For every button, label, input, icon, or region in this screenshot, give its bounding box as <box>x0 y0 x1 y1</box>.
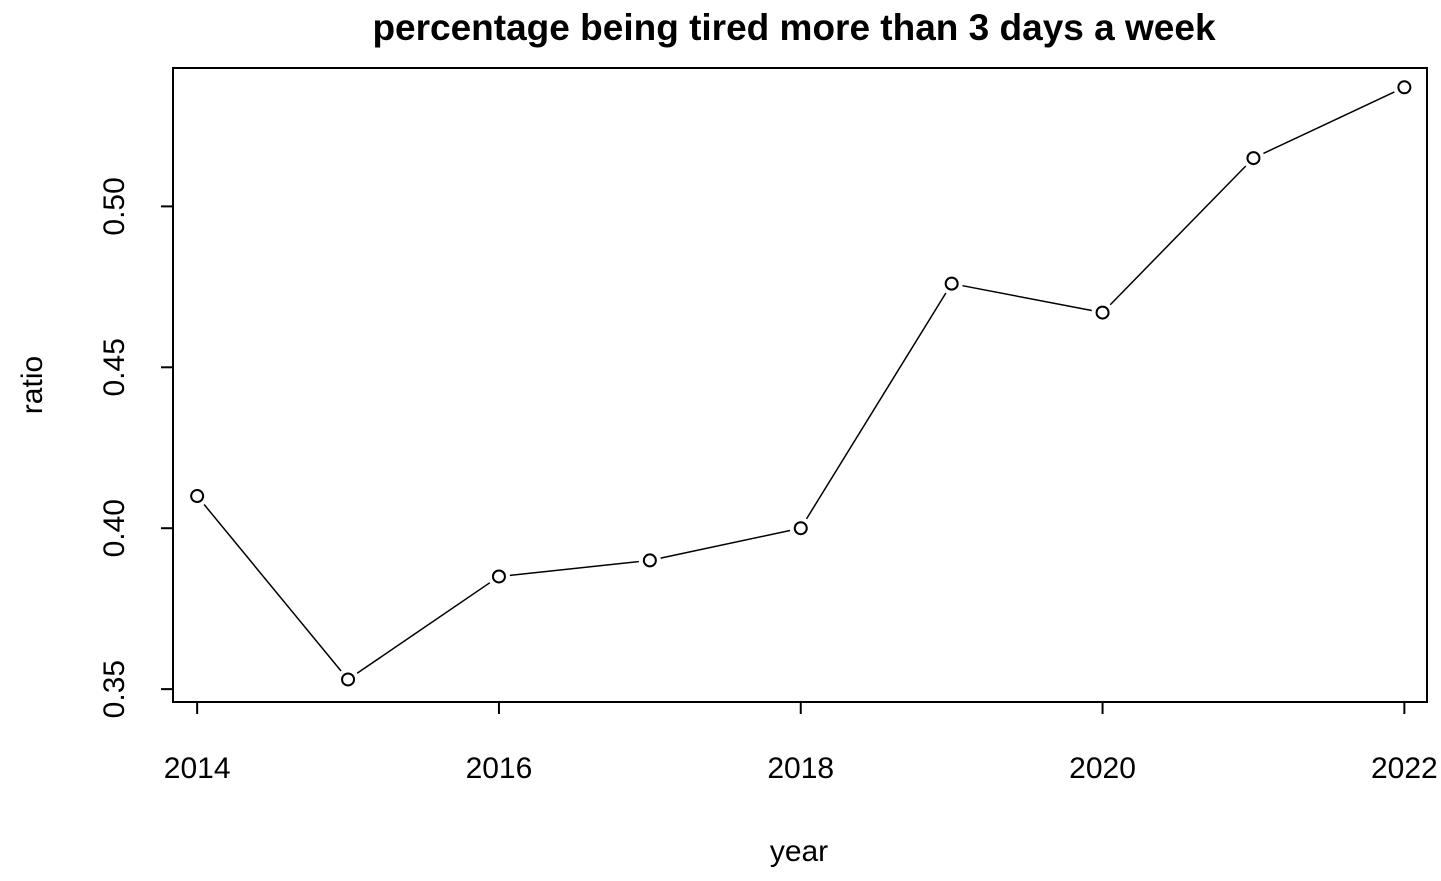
series-line-segment <box>356 582 491 674</box>
series-line-segment <box>660 529 791 559</box>
data-point <box>642 553 657 568</box>
y-tick-label: 0.45 <box>98 338 131 396</box>
series-layer <box>190 80 1412 687</box>
data-point <box>793 521 808 536</box>
data-point <box>341 672 356 687</box>
series-line-segment <box>203 504 342 672</box>
data-point <box>1095 305 1110 320</box>
x-tick-label: 2020 <box>1069 752 1136 785</box>
series-line-segment <box>805 292 947 520</box>
series-line-segment <box>962 284 1092 312</box>
x-tick-label: 2022 <box>1371 752 1438 785</box>
data-point <box>944 276 959 291</box>
x-tick-label: 2014 <box>164 752 231 785</box>
x-axis: 2014 2016 2018 2020 2022 <box>164 701 1438 785</box>
plot-frame <box>172 67 1428 703</box>
y-tick-label: 0.35 <box>98 660 131 718</box>
data-point <box>190 489 205 504</box>
y-tick-label: 0.50 <box>98 177 131 235</box>
chart-title: percentage being tired more than 3 days … <box>372 7 1215 48</box>
y-axis: 0.35 0.40 0.45 0.50 <box>98 177 174 718</box>
data-point <box>1397 80 1412 95</box>
y-tick-label: 0.40 <box>98 499 131 557</box>
x-tick-label: 2018 <box>767 752 834 785</box>
x-axis-label: year <box>770 835 828 868</box>
data-point <box>491 569 506 584</box>
data-point <box>1246 151 1261 166</box>
series-line-segment <box>1263 91 1395 155</box>
series-line-segment <box>1109 165 1247 306</box>
y-axis-label: ratio <box>16 356 49 414</box>
series-line-segment <box>509 560 639 577</box>
x-tick-label: 2016 <box>466 752 533 785</box>
